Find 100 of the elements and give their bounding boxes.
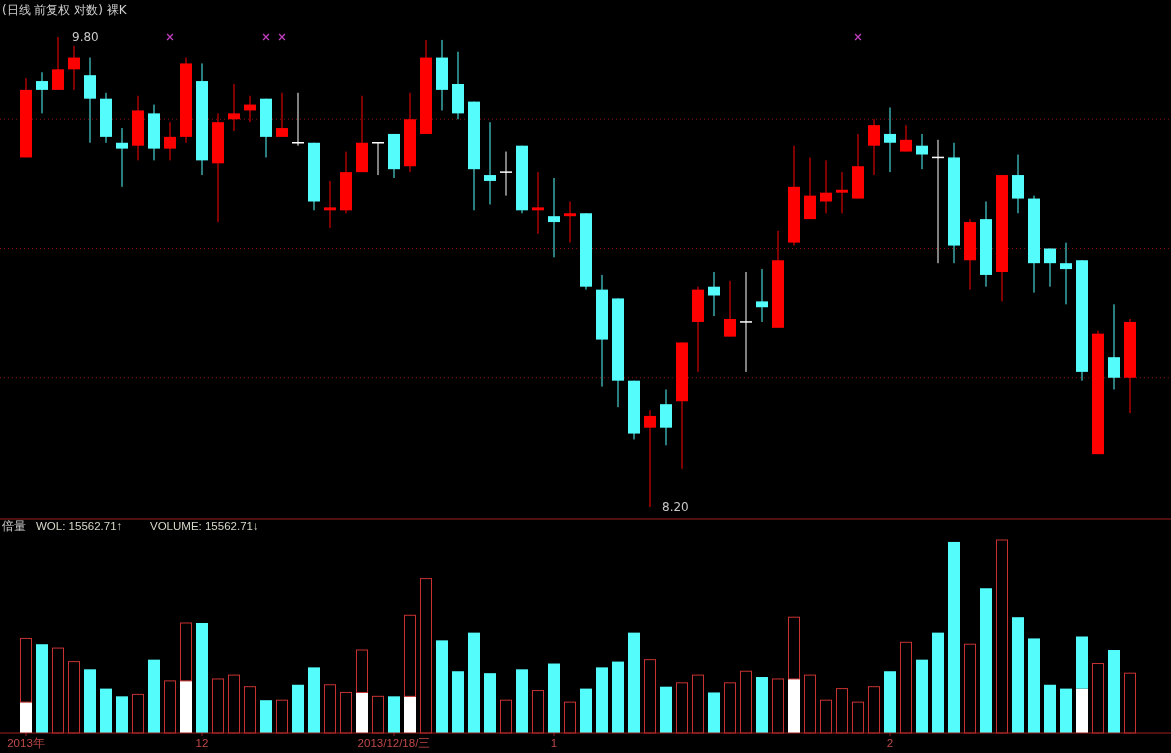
bar (100, 688, 112, 733)
chart-title: (日线 前复权 对数) 裸K (2, 3, 128, 17)
candlestick (532, 171, 544, 235)
candlestick (756, 268, 768, 323)
bar (164, 680, 176, 734)
bar (532, 690, 544, 734)
bar (132, 693, 144, 734)
bar (180, 680, 192, 733)
bar (660, 686, 672, 733)
candlestick (1012, 154, 1024, 214)
bar (148, 659, 160, 733)
bar (20, 637, 32, 703)
candlestick (324, 180, 336, 229)
bar (36, 644, 48, 733)
candlestick (724, 280, 736, 338)
bar (196, 622, 208, 733)
bar (436, 640, 448, 733)
x-tick-label: 2013/12/18/三 (357, 737, 431, 749)
bar (1124, 672, 1136, 734)
candlestick (884, 107, 896, 173)
chart-title: 倍量 (2, 519, 26, 533)
bar (468, 632, 480, 733)
bar (1060, 688, 1072, 733)
bar (708, 692, 720, 733)
bar (564, 701, 576, 734)
bar (1012, 617, 1024, 733)
bar (596, 667, 608, 733)
bar (628, 632, 640, 733)
bar (516, 669, 528, 733)
x-tick-label: 2 (886, 737, 894, 749)
candlestick (499, 151, 513, 197)
candlestick (276, 92, 288, 138)
candlestick (1060, 242, 1072, 305)
bar (772, 678, 784, 734)
candlestick (52, 36, 64, 91)
bar (692, 674, 704, 734)
candlestick (900, 124, 912, 153)
bar (276, 699, 288, 734)
candlestick (836, 171, 848, 214)
bar (388, 696, 400, 733)
bar (916, 659, 928, 733)
bar (804, 674, 816, 734)
bar (356, 649, 368, 693)
bar (644, 659, 656, 734)
bar (1044, 684, 1056, 733)
bar (20, 702, 32, 733)
bar (756, 677, 768, 733)
x-tick-label: 12 (195, 737, 209, 749)
bar (1076, 688, 1088, 733)
bar (484, 673, 496, 733)
candlestick (804, 156, 816, 220)
candlestick (371, 142, 385, 176)
bar (548, 663, 560, 733)
bar (676, 682, 688, 734)
candlestick (644, 409, 656, 508)
bar (52, 647, 64, 734)
candlestick (820, 159, 832, 214)
bar (836, 688, 848, 734)
bar (996, 539, 1008, 734)
candlestick (484, 121, 496, 205)
annotation: 9.80 (72, 30, 99, 44)
bar (788, 678, 800, 733)
bar (260, 700, 272, 733)
bar (820, 699, 832, 734)
bar (1108, 650, 1120, 733)
candlestick (291, 92, 305, 147)
candlestick (708, 271, 720, 317)
bar (612, 661, 624, 733)
bar (116, 696, 128, 733)
candlestick (660, 389, 672, 446)
bar (180, 622, 192, 682)
bar (324, 684, 336, 734)
candlestick (916, 133, 928, 170)
bar (740, 670, 752, 734)
bar (228, 674, 240, 734)
bar (404, 614, 416, 697)
bar (1076, 636, 1088, 689)
candlestick (164, 121, 176, 161)
text: WOL: 15562.71↑ (36, 520, 123, 532)
candlestick (84, 57, 96, 144)
bar (404, 696, 416, 733)
candlestick (739, 271, 753, 373)
bar (356, 692, 368, 733)
bar (964, 643, 976, 734)
bar (308, 667, 320, 733)
bar (580, 688, 592, 733)
bar (244, 686, 256, 734)
bar (420, 578, 432, 734)
candlestick (36, 71, 48, 114)
text: VOLUME: 15562.71↓ (150, 520, 259, 532)
x-tick-label: 1 (550, 737, 558, 749)
candlestick (116, 127, 128, 188)
candlestick (1108, 303, 1120, 390)
bar (900, 641, 912, 734)
bar (1028, 638, 1040, 733)
candlestick (548, 177, 560, 258)
x-tick-label: 2013年 (7, 737, 45, 749)
bar (372, 695, 384, 734)
candlestick (68, 45, 80, 91)
candlestick (564, 201, 576, 244)
